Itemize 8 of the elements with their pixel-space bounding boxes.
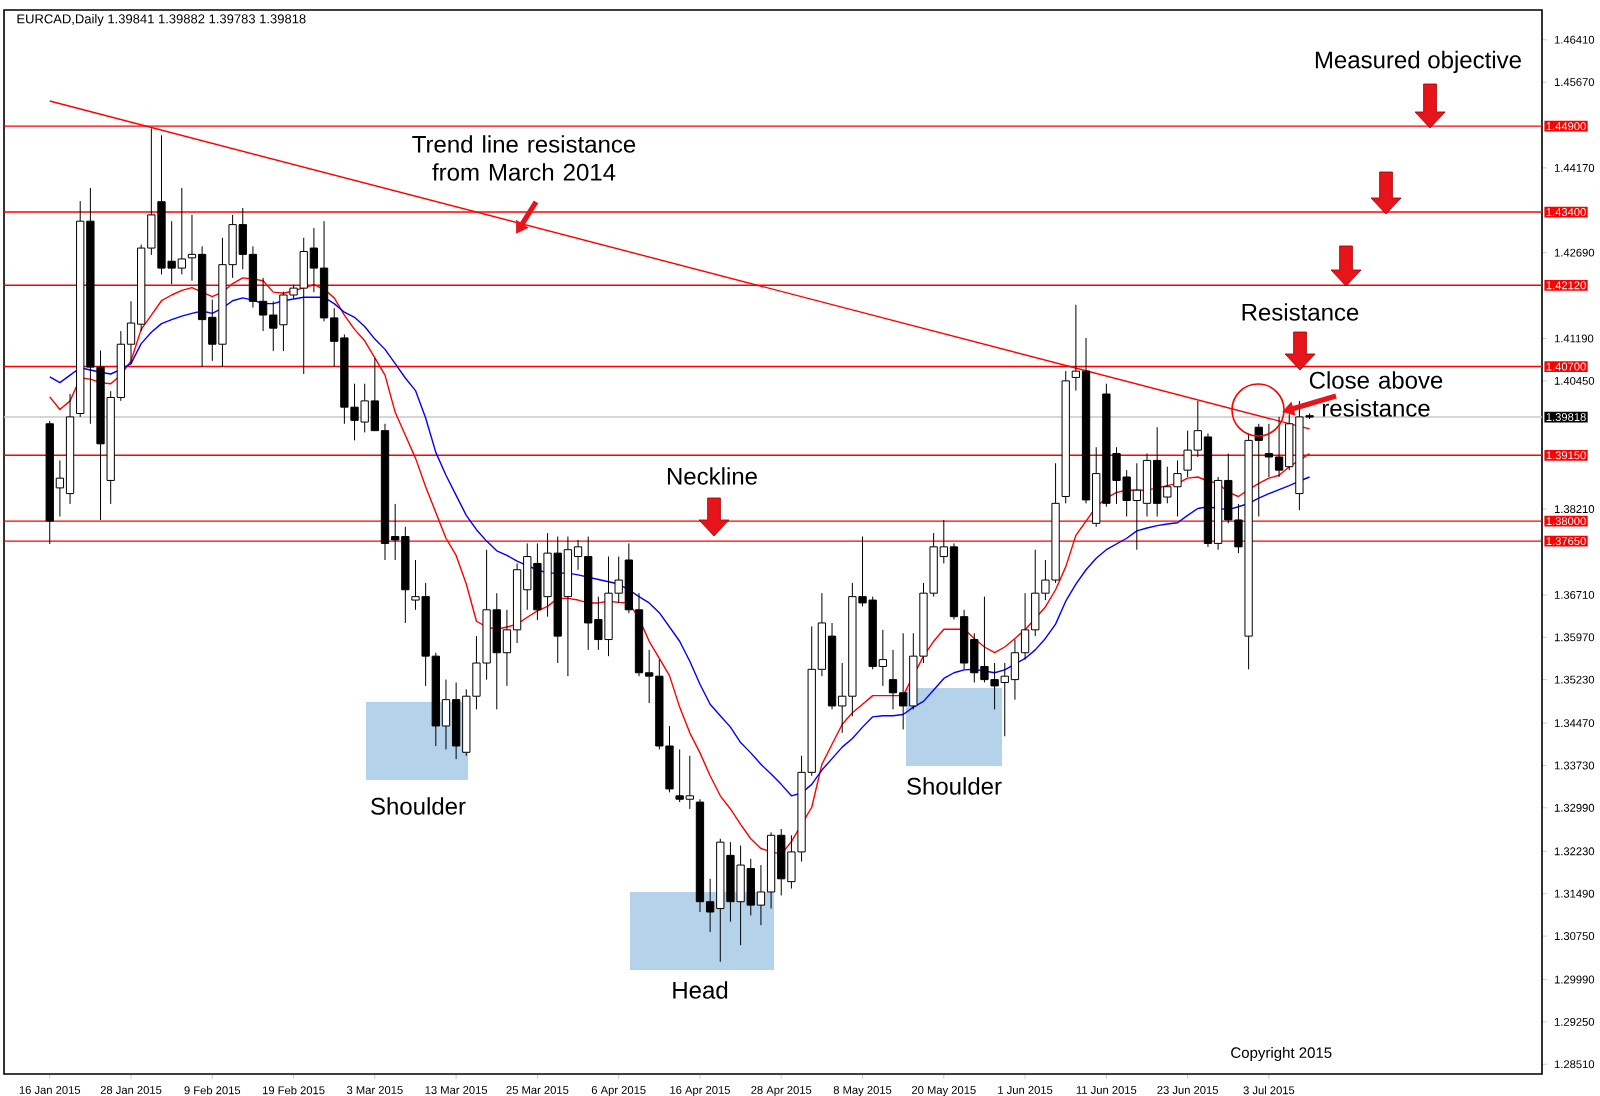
- annotation: Neckline: [667, 467, 757, 485]
- annotation: Trend line resistance from March 2014: [412, 135, 636, 181]
- annotation: Close above resistance: [1309, 371, 1443, 417]
- text: Measured objective: [1315, 50, 1521, 74]
- annotation: Head: [673, 981, 728, 999]
- annotation: Shoulder: [371, 797, 466, 815]
- annotation: Resistance: [1242, 303, 1359, 321]
- annotation: Shoulder: [907, 777, 1002, 795]
